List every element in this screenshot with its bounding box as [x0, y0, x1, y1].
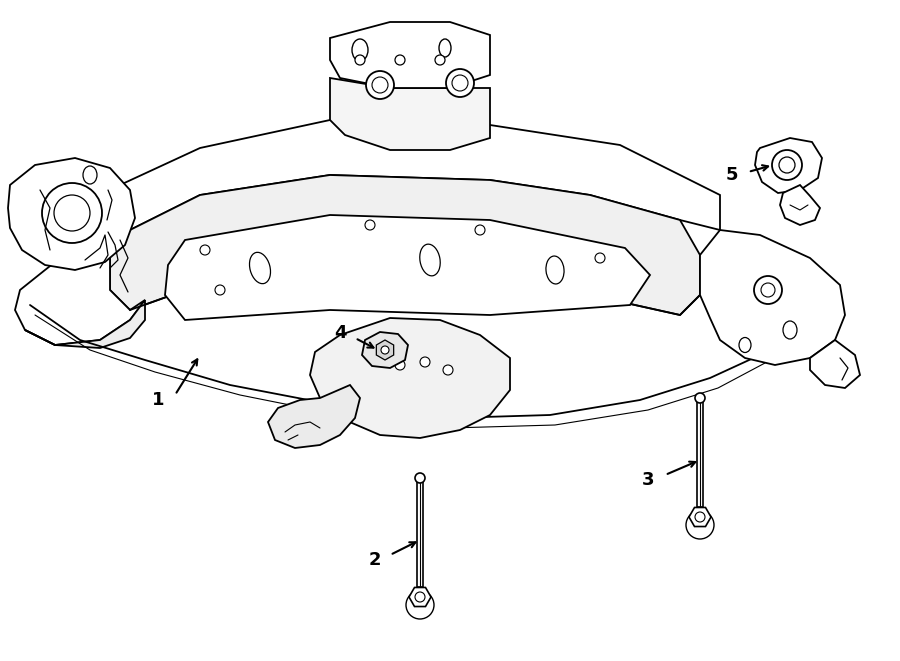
- Circle shape: [754, 276, 782, 304]
- Circle shape: [42, 183, 102, 243]
- Polygon shape: [330, 22, 490, 88]
- Polygon shape: [362, 332, 408, 368]
- Ellipse shape: [249, 253, 271, 284]
- Polygon shape: [115, 120, 720, 230]
- Circle shape: [761, 283, 775, 297]
- Text: 5: 5: [725, 166, 738, 184]
- Ellipse shape: [439, 39, 451, 57]
- Circle shape: [435, 55, 445, 65]
- Circle shape: [595, 253, 605, 263]
- Circle shape: [365, 220, 375, 230]
- Text: 1: 1: [152, 391, 164, 409]
- Polygon shape: [25, 300, 145, 348]
- Ellipse shape: [739, 338, 751, 352]
- Polygon shape: [697, 398, 703, 507]
- Circle shape: [415, 592, 425, 602]
- Text: 3: 3: [642, 471, 654, 489]
- Text: 2: 2: [369, 551, 382, 569]
- Circle shape: [779, 157, 795, 173]
- Circle shape: [443, 365, 453, 375]
- Polygon shape: [330, 78, 490, 150]
- Polygon shape: [376, 340, 393, 360]
- Text: 4: 4: [334, 324, 346, 342]
- Circle shape: [215, 285, 225, 295]
- Circle shape: [395, 360, 405, 370]
- Polygon shape: [810, 340, 860, 388]
- Circle shape: [772, 150, 802, 180]
- Polygon shape: [700, 230, 845, 365]
- Polygon shape: [310, 318, 510, 438]
- Circle shape: [54, 195, 90, 231]
- Polygon shape: [268, 385, 360, 448]
- Ellipse shape: [783, 321, 797, 339]
- Circle shape: [415, 473, 425, 483]
- Circle shape: [380, 345, 390, 355]
- Circle shape: [381, 346, 389, 354]
- Ellipse shape: [419, 244, 440, 276]
- Circle shape: [695, 512, 705, 522]
- Circle shape: [355, 55, 365, 65]
- Circle shape: [446, 69, 474, 97]
- Ellipse shape: [83, 166, 97, 184]
- Circle shape: [475, 225, 485, 235]
- Circle shape: [395, 55, 405, 65]
- Circle shape: [366, 71, 394, 99]
- Ellipse shape: [546, 256, 564, 284]
- Circle shape: [452, 75, 468, 91]
- Polygon shape: [780, 185, 820, 225]
- Circle shape: [420, 357, 430, 367]
- Polygon shape: [15, 185, 145, 345]
- Polygon shape: [8, 158, 135, 270]
- Polygon shape: [409, 588, 431, 607]
- Circle shape: [200, 245, 210, 255]
- Circle shape: [372, 77, 388, 93]
- Polygon shape: [689, 508, 711, 527]
- Polygon shape: [110, 175, 700, 315]
- Ellipse shape: [352, 39, 368, 61]
- Polygon shape: [755, 138, 822, 193]
- Polygon shape: [417, 478, 423, 587]
- Circle shape: [695, 393, 705, 403]
- Polygon shape: [165, 215, 650, 320]
